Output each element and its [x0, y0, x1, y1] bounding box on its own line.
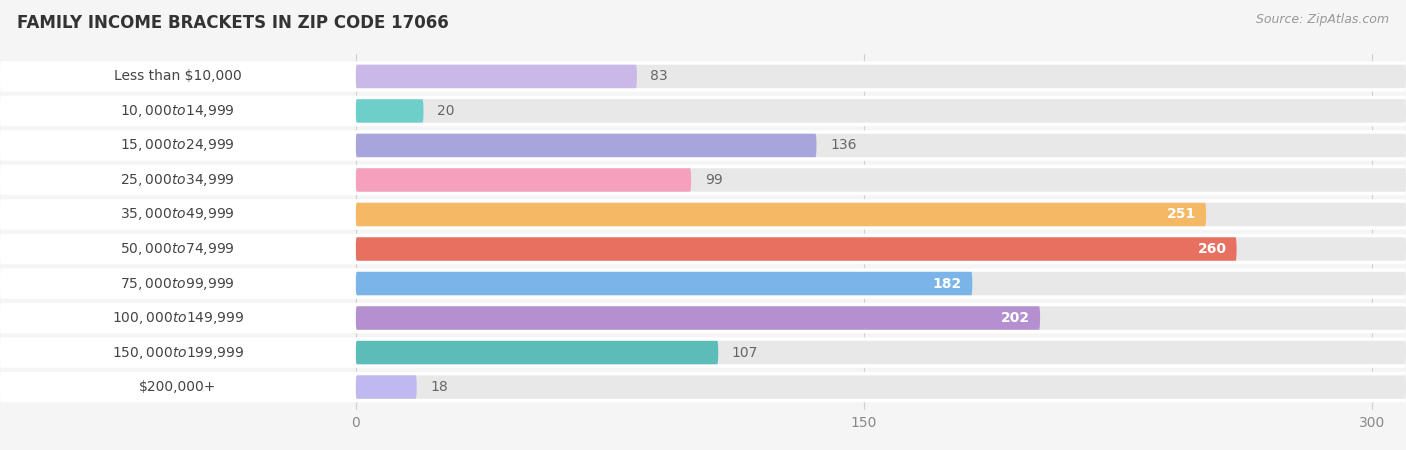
FancyBboxPatch shape [0, 130, 1406, 161]
FancyBboxPatch shape [356, 341, 718, 364]
FancyBboxPatch shape [356, 306, 1040, 330]
Text: Less than $10,000: Less than $10,000 [114, 69, 242, 83]
FancyBboxPatch shape [0, 61, 1406, 92]
Text: $50,000 to $74,999: $50,000 to $74,999 [121, 241, 235, 257]
FancyBboxPatch shape [356, 203, 1406, 226]
Text: 202: 202 [1001, 311, 1031, 325]
FancyBboxPatch shape [356, 341, 1406, 364]
FancyBboxPatch shape [0, 165, 1406, 195]
FancyBboxPatch shape [356, 134, 817, 157]
Text: 136: 136 [830, 139, 856, 153]
FancyBboxPatch shape [0, 372, 1406, 402]
FancyBboxPatch shape [356, 237, 1237, 261]
Text: $35,000 to $49,999: $35,000 to $49,999 [121, 207, 235, 222]
Text: $150,000 to $199,999: $150,000 to $199,999 [111, 345, 245, 360]
FancyBboxPatch shape [356, 375, 1406, 399]
FancyBboxPatch shape [0, 170, 356, 189]
FancyBboxPatch shape [356, 65, 1406, 88]
FancyBboxPatch shape [0, 378, 356, 397]
FancyBboxPatch shape [356, 65, 637, 88]
FancyBboxPatch shape [0, 239, 356, 259]
Text: $75,000 to $99,999: $75,000 to $99,999 [121, 275, 235, 292]
FancyBboxPatch shape [0, 136, 356, 155]
FancyBboxPatch shape [0, 338, 1406, 368]
Text: 260: 260 [1198, 242, 1226, 256]
FancyBboxPatch shape [356, 375, 416, 399]
FancyBboxPatch shape [0, 308, 356, 328]
FancyBboxPatch shape [356, 203, 1206, 226]
Text: $10,000 to $14,999: $10,000 to $14,999 [121, 103, 235, 119]
Text: 18: 18 [430, 380, 449, 394]
Text: 83: 83 [651, 69, 668, 83]
FancyBboxPatch shape [356, 272, 973, 295]
Text: 20: 20 [437, 104, 454, 118]
Text: FAMILY INCOME BRACKETS IN ZIP CODE 17066: FAMILY INCOME BRACKETS IN ZIP CODE 17066 [17, 14, 449, 32]
Text: $100,000 to $149,999: $100,000 to $149,999 [111, 310, 245, 326]
FancyBboxPatch shape [0, 205, 356, 224]
FancyBboxPatch shape [356, 237, 1406, 261]
FancyBboxPatch shape [0, 234, 1406, 264]
Text: $15,000 to $24,999: $15,000 to $24,999 [121, 137, 235, 153]
FancyBboxPatch shape [356, 272, 1406, 295]
Text: 182: 182 [934, 276, 962, 291]
Text: 99: 99 [704, 173, 723, 187]
FancyBboxPatch shape [0, 101, 356, 121]
FancyBboxPatch shape [0, 303, 1406, 333]
Text: 251: 251 [1167, 207, 1197, 221]
Text: $200,000+: $200,000+ [139, 380, 217, 394]
FancyBboxPatch shape [0, 199, 1406, 230]
Text: Source: ZipAtlas.com: Source: ZipAtlas.com [1256, 14, 1389, 27]
FancyBboxPatch shape [356, 168, 1406, 192]
FancyBboxPatch shape [356, 99, 1406, 123]
FancyBboxPatch shape [356, 99, 423, 123]
FancyBboxPatch shape [356, 134, 1406, 157]
FancyBboxPatch shape [0, 96, 1406, 126]
Text: 107: 107 [731, 346, 758, 360]
FancyBboxPatch shape [356, 306, 1406, 330]
FancyBboxPatch shape [356, 168, 692, 192]
FancyBboxPatch shape [0, 268, 1406, 299]
FancyBboxPatch shape [0, 274, 356, 293]
FancyBboxPatch shape [0, 343, 356, 362]
Text: $25,000 to $34,999: $25,000 to $34,999 [121, 172, 235, 188]
FancyBboxPatch shape [0, 67, 356, 86]
